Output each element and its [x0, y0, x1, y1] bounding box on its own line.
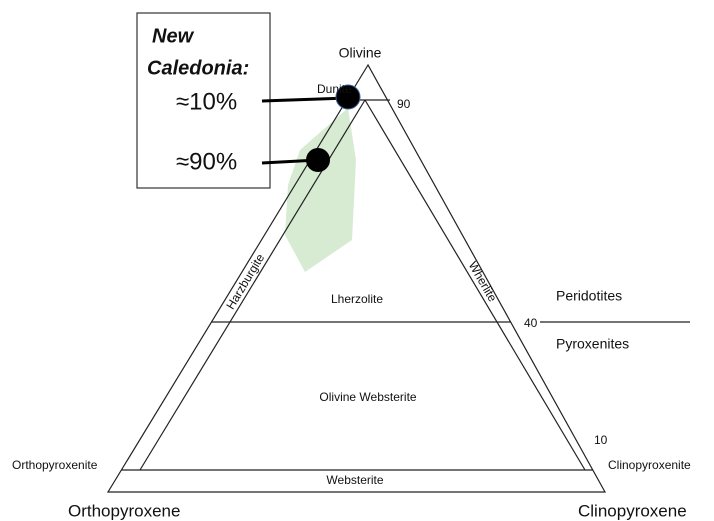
callout-title: New: [152, 25, 195, 47]
apex-label: Olivine: [339, 45, 382, 61]
apex-label: Orthopyroxene: [68, 501, 180, 520]
field-label: Lherzolite: [331, 292, 383, 306]
field-label: Orthopyroxenite: [12, 458, 98, 472]
field-label: Websterite: [326, 473, 383, 487]
data-field: [285, 108, 356, 272]
field-label: Dunite: [317, 82, 352, 96]
field-label: Clinopyroxenite: [608, 458, 691, 472]
callout-value: ≈10%: [176, 88, 237, 115]
apex-label: Clinopyroxene: [578, 501, 687, 520]
scale-label: 90: [397, 97, 411, 111]
callout-title: Caledonia:: [147, 57, 249, 79]
pointer: [261, 96, 349, 103]
group-label: Peridotites: [556, 288, 622, 304]
group-label: Pyroxenites: [556, 336, 629, 352]
scale-label: 10: [594, 433, 608, 447]
field-label: Olivine Websterite: [319, 390, 416, 404]
cpx-line: [364, 99, 586, 471]
scale-label: 40: [524, 316, 538, 330]
outer-triangle: [106, 63, 607, 493]
sample-point: [306, 148, 330, 172]
callout-value: ≈90%: [176, 148, 237, 175]
sample-point: [335, 84, 361, 110]
field-label: Harzburgite: [223, 251, 267, 312]
